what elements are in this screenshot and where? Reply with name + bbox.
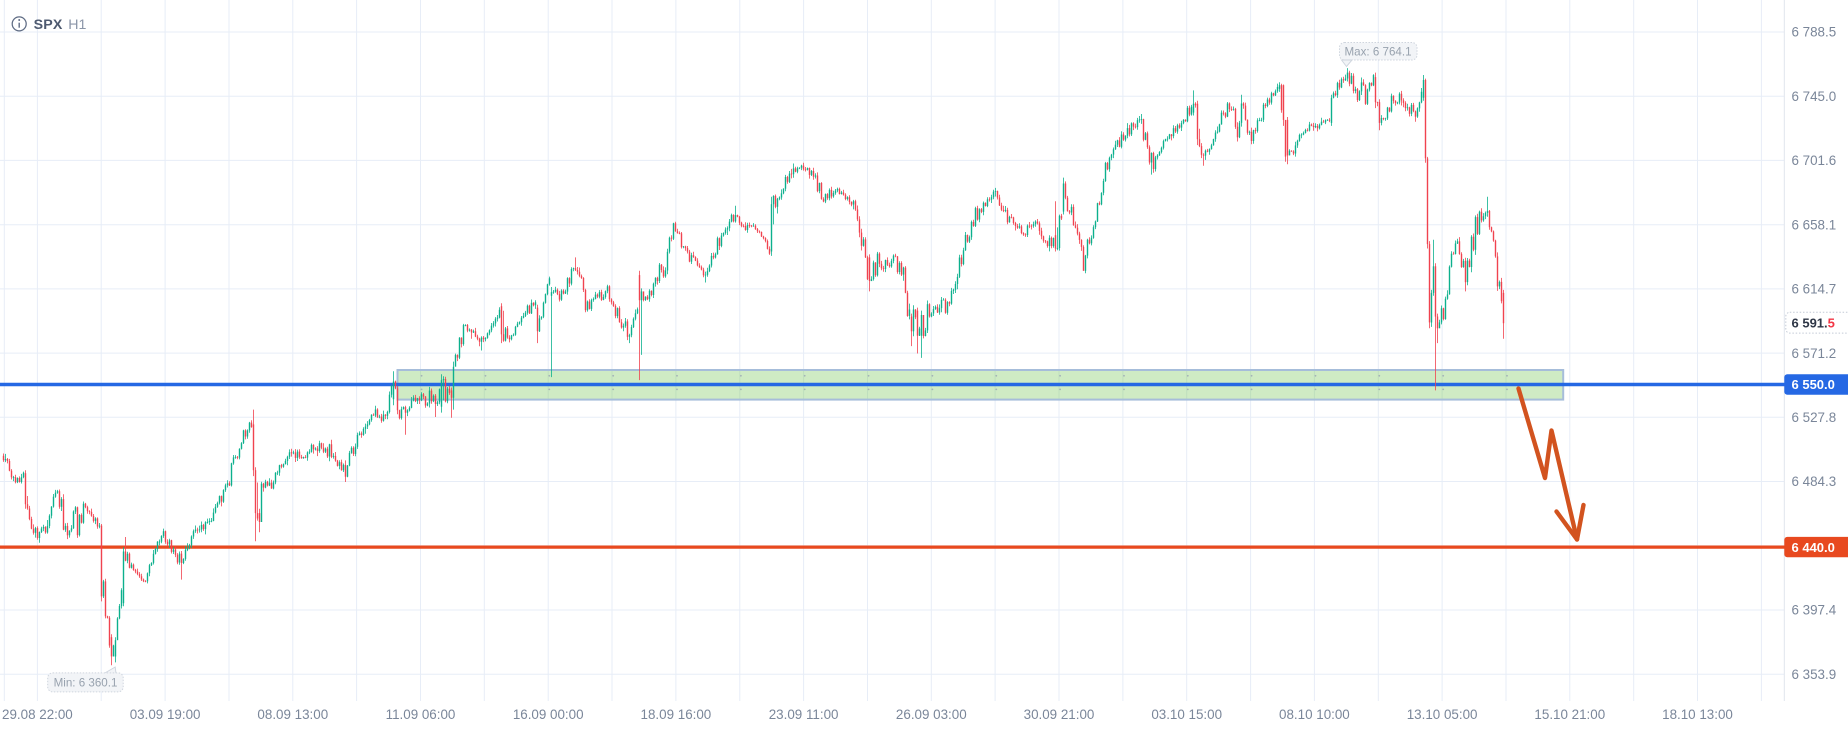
svg-text:6 484.3: 6 484.3 (1792, 474, 1837, 489)
svg-text:23.09 11:00: 23.09 11:00 (769, 707, 839, 722)
svg-text:18.10 13:00: 18.10 13:00 (1662, 707, 1733, 722)
svg-text:18.09 16:00: 18.09 16:00 (641, 707, 712, 722)
svg-text:6 701.6: 6 701.6 (1792, 153, 1837, 168)
svg-text:30.09 21:00: 30.09 21:00 (1024, 707, 1095, 722)
svg-text:H1: H1 (68, 17, 86, 33)
svg-text:08.09 13:00: 08.09 13:00 (257, 707, 328, 722)
svg-text:03.09 19:00: 03.09 19:00 (130, 707, 201, 722)
svg-text:11.09 06:00: 11.09 06:00 (386, 707, 456, 722)
svg-text:6 527.8: 6 527.8 (1792, 410, 1837, 425)
svg-text:Min: 6 360.1: Min: 6 360.1 (54, 676, 118, 689)
svg-text:6 397.4: 6 397.4 (1792, 603, 1837, 618)
svg-text:SPX: SPX (34, 17, 63, 33)
svg-text:6 440.0: 6 440.0 (1792, 540, 1835, 555)
svg-text:6 614.7: 6 614.7 (1792, 282, 1837, 297)
svg-text:13.10 05:00: 13.10 05:00 (1407, 707, 1478, 722)
svg-text:16.09 00:00: 16.09 00:00 (513, 707, 584, 722)
svg-text:26.09 03:00: 26.09 03:00 (896, 707, 967, 722)
svg-text:6 745.0: 6 745.0 (1792, 89, 1837, 104)
svg-text:Max: 6 764.1: Max: 6 764.1 (1344, 45, 1411, 58)
svg-text:6 591.5: 6 591.5 (1792, 315, 1835, 330)
svg-text:6 550.0: 6 550.0 (1792, 377, 1835, 392)
svg-text:6 788.5: 6 788.5 (1792, 25, 1837, 40)
svg-text:6 571.2: 6 571.2 (1792, 346, 1837, 361)
svg-text:03.10 15:00: 03.10 15:00 (1151, 707, 1222, 722)
svg-text:6 658.1: 6 658.1 (1792, 217, 1837, 232)
svg-text:29.08 22:00: 29.08 22:00 (2, 707, 73, 722)
svg-text:6 353.9: 6 353.9 (1792, 667, 1837, 682)
svg-text:08.10 10:00: 08.10 10:00 (1279, 707, 1350, 722)
svg-text:15.10 21:00: 15.10 21:00 (1534, 707, 1605, 722)
